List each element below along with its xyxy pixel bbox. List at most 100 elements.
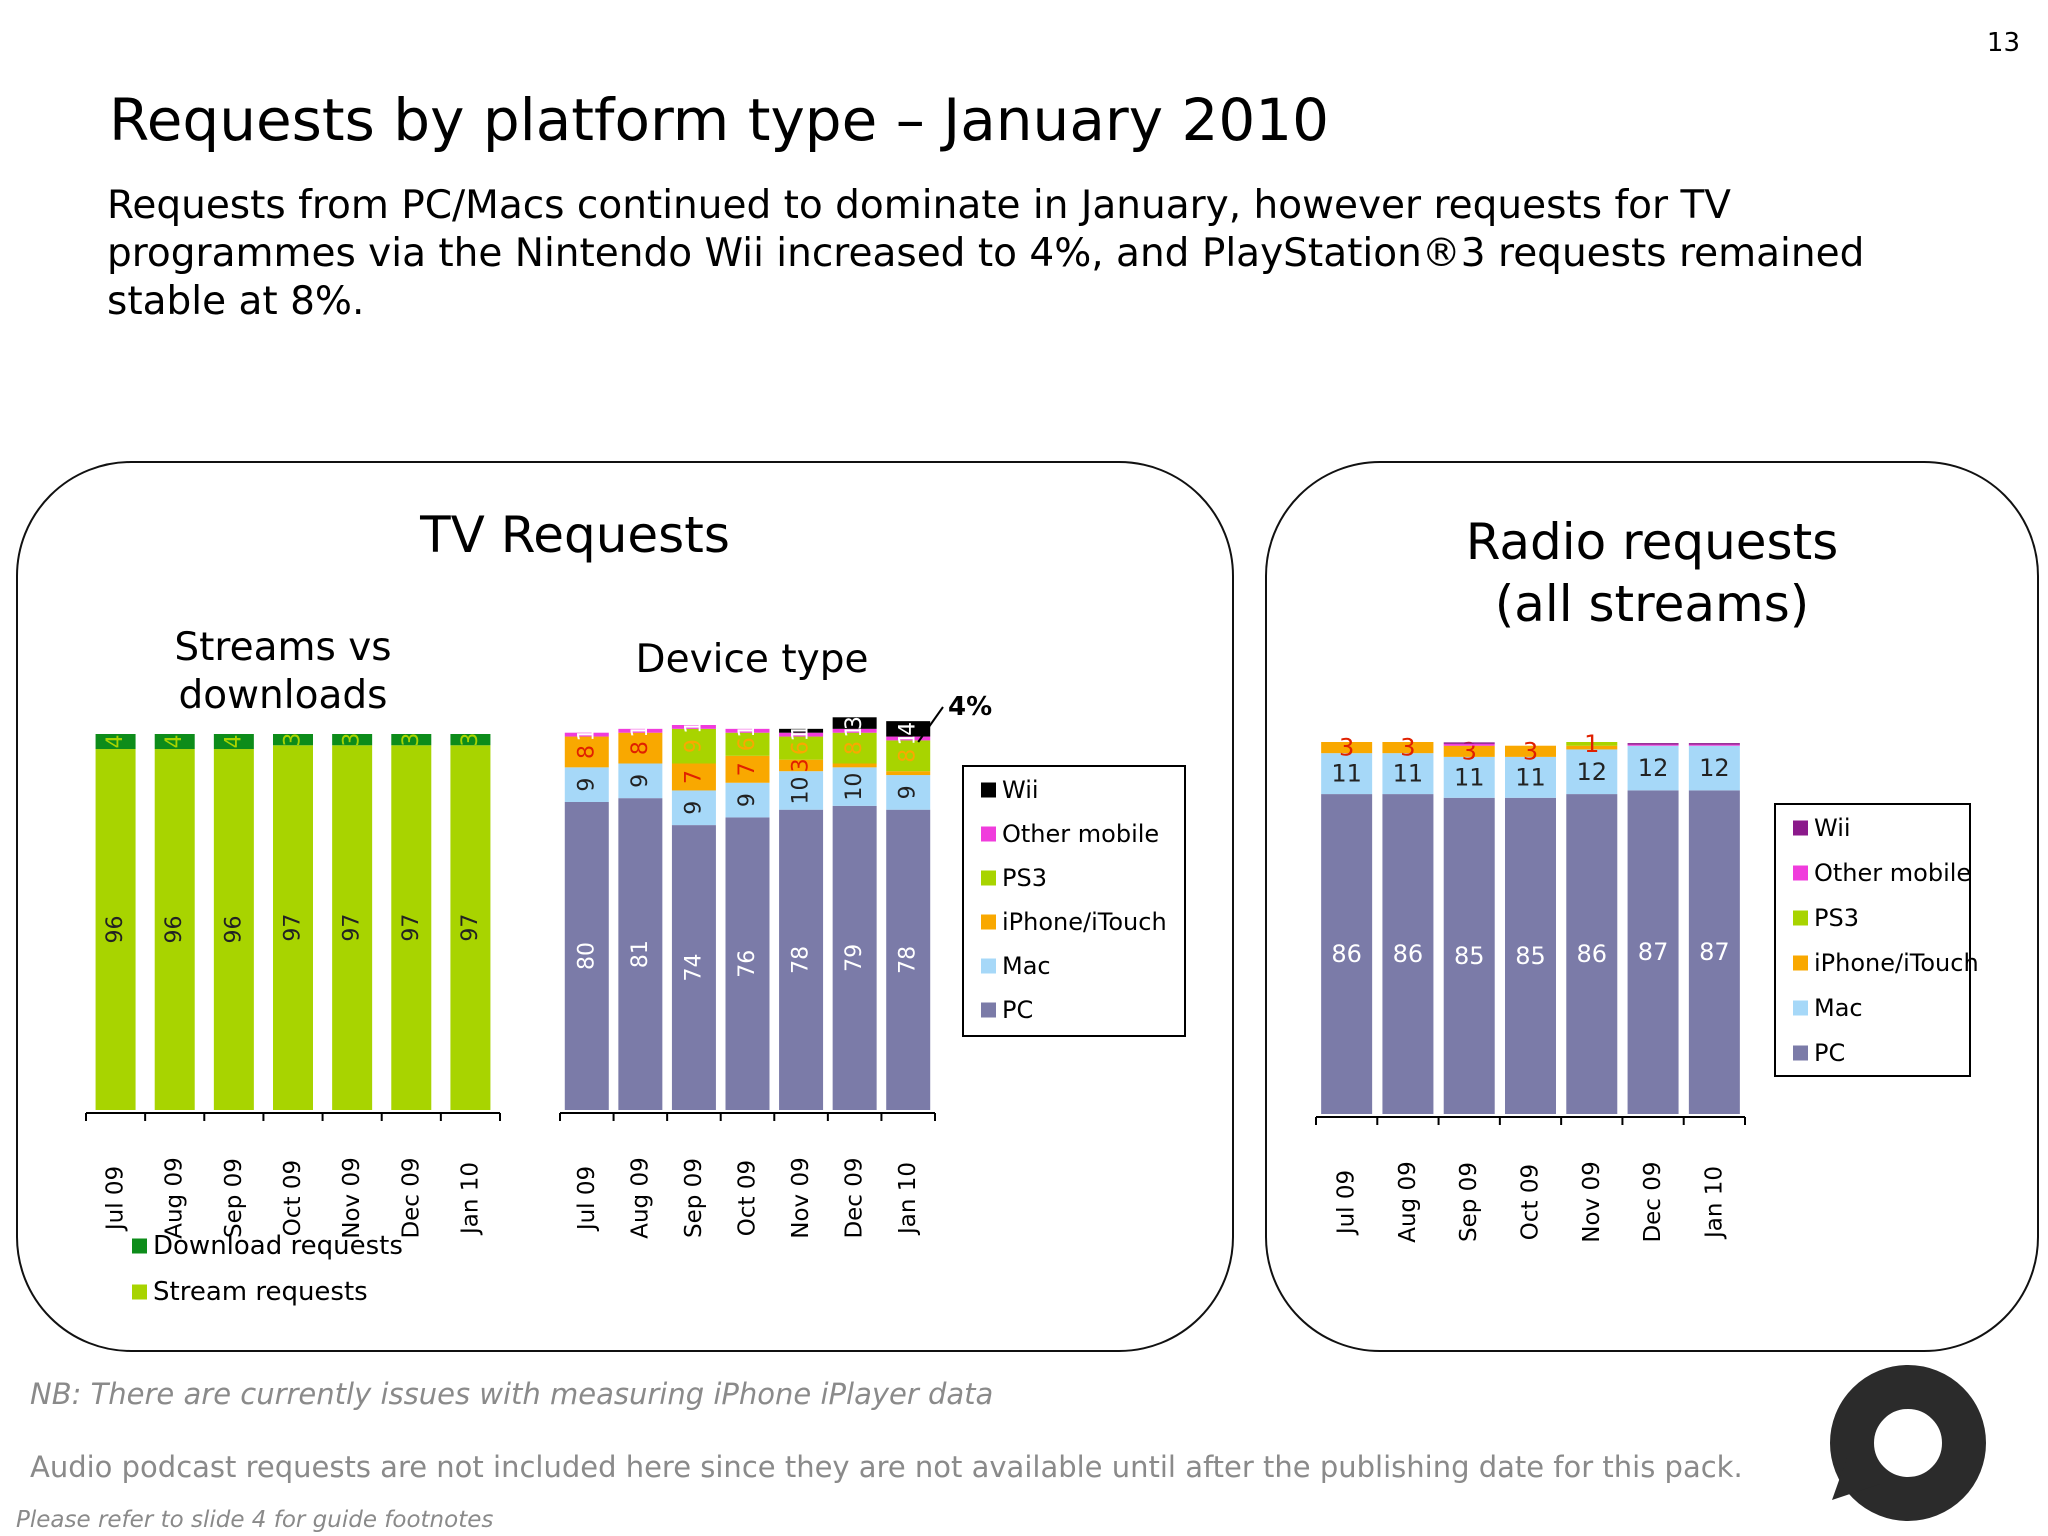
radio-bar-pc	[1382, 794, 1434, 1114]
radio-category-label: Sep 09	[1456, 1162, 1482, 1242]
device-bar-ps3	[779, 736, 824, 760]
device-data-label: 3	[842, 716, 867, 730]
device-bar-pc	[779, 809, 824, 1110]
radio-category-label: Jan 10	[1701, 1166, 1727, 1240]
device-data-label: 9	[681, 801, 706, 815]
device-legend-label: Other mobile	[1002, 820, 1159, 848]
device-bar-wii	[832, 717, 877, 729]
device-legend-swatch	[981, 914, 996, 930]
streams-data-label: 4	[162, 735, 187, 749]
device-bar-other-mobile	[832, 728, 877, 733]
device-bar-iphone-itouch	[725, 755, 770, 783]
device-data-label: 7	[735, 762, 760, 776]
device-legend-swatch	[981, 1002, 996, 1018]
streams-legend-label: Download requests	[153, 1231, 403, 1261]
device-data-label: 1	[628, 724, 653, 738]
radio-data-label: 1	[1584, 730, 1599, 758]
streams-data-label: 3	[281, 733, 306, 747]
radio-bar-mac	[1443, 756, 1495, 798]
radio-bar-other-mobile	[1627, 744, 1679, 746]
radio-data-label: 86	[1577, 940, 1608, 968]
device-bar-mac	[779, 771, 824, 810]
device-legend-box	[962, 765, 1186, 1037]
streams-data-label: 97	[281, 914, 306, 942]
device-bar-other-mobile	[779, 732, 824, 737]
device-bar-mac	[725, 782, 770, 818]
device-bar-other-mobile	[671, 725, 716, 729]
streams-category-label: Aug 09	[162, 1157, 188, 1239]
device-data-label: 79	[842, 944, 867, 972]
device-bar-iphone-itouch	[618, 732, 663, 764]
streams-data-label: 97	[340, 914, 365, 942]
device-category-label: Jan 10	[895, 1162, 921, 1236]
radio-bar-mac	[1382, 753, 1434, 795]
radio-bar-pc	[1505, 797, 1556, 1114]
radio-data-label: 3	[1523, 737, 1538, 765]
radio-data-label: 11	[1393, 760, 1424, 788]
streams-data-label: 96	[103, 916, 128, 944]
radio-bar-wii	[1627, 743, 1679, 745]
device-legend-label: iPhone/iTouch	[1002, 908, 1167, 936]
device-data-label: 81	[628, 940, 653, 968]
device-data-label: 1	[681, 720, 706, 734]
device-bar-mac	[832, 767, 877, 806]
streams-category-label: Dec 09	[398, 1157, 424, 1238]
device-data-label: 80	[574, 942, 599, 970]
device-callout-line	[917, 706, 944, 743]
device-legend-label: Mac	[1002, 952, 1051, 980]
streams-data-label: 3	[340, 733, 365, 747]
radio-legend-label: PC	[1814, 1039, 1845, 1067]
radio-data-label: 11	[1331, 760, 1362, 788]
radio-bar-mac	[1505, 756, 1556, 798]
radio-bar-pc	[1443, 797, 1495, 1114]
radio-legend-label: Mac	[1814, 994, 1863, 1022]
device-bar-pc	[671, 825, 716, 1110]
device-bar-mac	[564, 767, 609, 802]
streams-title-line: Streams vs	[174, 625, 391, 670]
device-data-label: 78	[896, 946, 921, 974]
device-data-label: 9	[735, 793, 760, 807]
speech-bubble-logo	[1830, 1365, 1986, 1521]
radio-data-label: 85	[1515, 942, 1546, 970]
device-bar-other-mobile	[618, 728, 663, 733]
device-category-label: Aug 09	[627, 1157, 653, 1239]
device-bar-mac	[618, 763, 663, 799]
streams-title-line: downloads	[179, 673, 388, 718]
device-legend-swatch	[981, 870, 996, 886]
radio-data-label: 3	[1462, 737, 1477, 765]
radio-legend-label: Wii	[1814, 814, 1851, 842]
device-bar-ps3	[725, 732, 770, 756]
streams-bar-stream-requests	[391, 745, 432, 1110]
device-data-label: 4	[896, 722, 921, 736]
streams-bar-download-requests	[95, 734, 136, 750]
streams-bar-stream-requests	[213, 749, 254, 1110]
radio-bar-pc	[1627, 790, 1679, 1114]
device-legend-label: Wii	[1002, 776, 1039, 804]
footnote-reference: Please refer to slide 4 for guide footno…	[16, 1507, 494, 1533]
device-bar-ps3	[671, 728, 716, 764]
streams-legend-swatch	[132, 1284, 147, 1300]
device-bar-ps3	[832, 732, 877, 764]
streams-bar-stream-requests	[450, 745, 491, 1110]
streams-category-label: Jan 10	[457, 1162, 483, 1236]
radio-bar-mac	[1566, 749, 1618, 795]
device-data-label: 1	[789, 724, 814, 738]
streams-data-label: 3	[399, 733, 424, 747]
device-data-label: 1	[574, 728, 599, 742]
device-bar-pc	[886, 809, 931, 1110]
radio-legend-label: Other mobile	[1814, 859, 1971, 887]
radio-legend-label: PS3	[1814, 904, 1859, 932]
streams-data-label: 4	[103, 735, 128, 749]
radio-bar-iphone-itouch	[1566, 745, 1618, 750]
radio-legend-swatch	[1793, 955, 1808, 971]
streams-data-label: 3	[458, 733, 483, 747]
streams-bar-download-requests	[450, 734, 491, 746]
device-bar-iphone-itouch	[832, 763, 877, 768]
device-bar-wii	[886, 721, 931, 737]
device-data-label: 9	[681, 739, 706, 753]
streams-category-label: Jul 09	[103, 1166, 129, 1232]
radio-bar-pc	[1688, 790, 1740, 1114]
streams-data-label: 97	[458, 914, 483, 942]
